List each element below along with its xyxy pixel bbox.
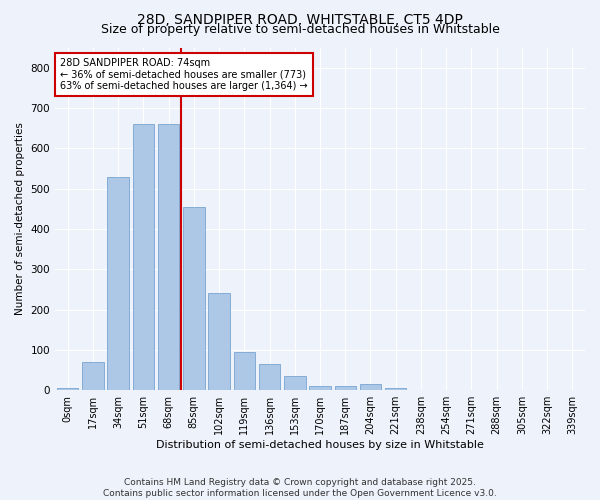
Bar: [259, 364, 280, 390]
Bar: [335, 386, 356, 390]
Bar: [309, 386, 331, 390]
Bar: [233, 352, 255, 390]
Bar: [385, 388, 406, 390]
Bar: [82, 362, 104, 390]
Text: Contains HM Land Registry data © Crown copyright and database right 2025.
Contai: Contains HM Land Registry data © Crown c…: [103, 478, 497, 498]
Bar: [284, 376, 305, 390]
X-axis label: Distribution of semi-detached houses by size in Whitstable: Distribution of semi-detached houses by …: [156, 440, 484, 450]
Bar: [158, 124, 179, 390]
Bar: [183, 207, 205, 390]
Text: Size of property relative to semi-detached houses in Whitstable: Size of property relative to semi-detach…: [101, 22, 499, 36]
Bar: [208, 294, 230, 390]
Text: 28D SANDPIPER ROAD: 74sqm
← 36% of semi-detached houses are smaller (773)
63% of: 28D SANDPIPER ROAD: 74sqm ← 36% of semi-…: [61, 58, 308, 91]
Text: 28D, SANDPIPER ROAD, WHITSTABLE, CT5 4DP: 28D, SANDPIPER ROAD, WHITSTABLE, CT5 4DP: [137, 12, 463, 26]
Bar: [360, 384, 381, 390]
Bar: [107, 176, 129, 390]
Bar: [57, 388, 79, 390]
Y-axis label: Number of semi-detached properties: Number of semi-detached properties: [15, 122, 25, 316]
Bar: [133, 124, 154, 390]
